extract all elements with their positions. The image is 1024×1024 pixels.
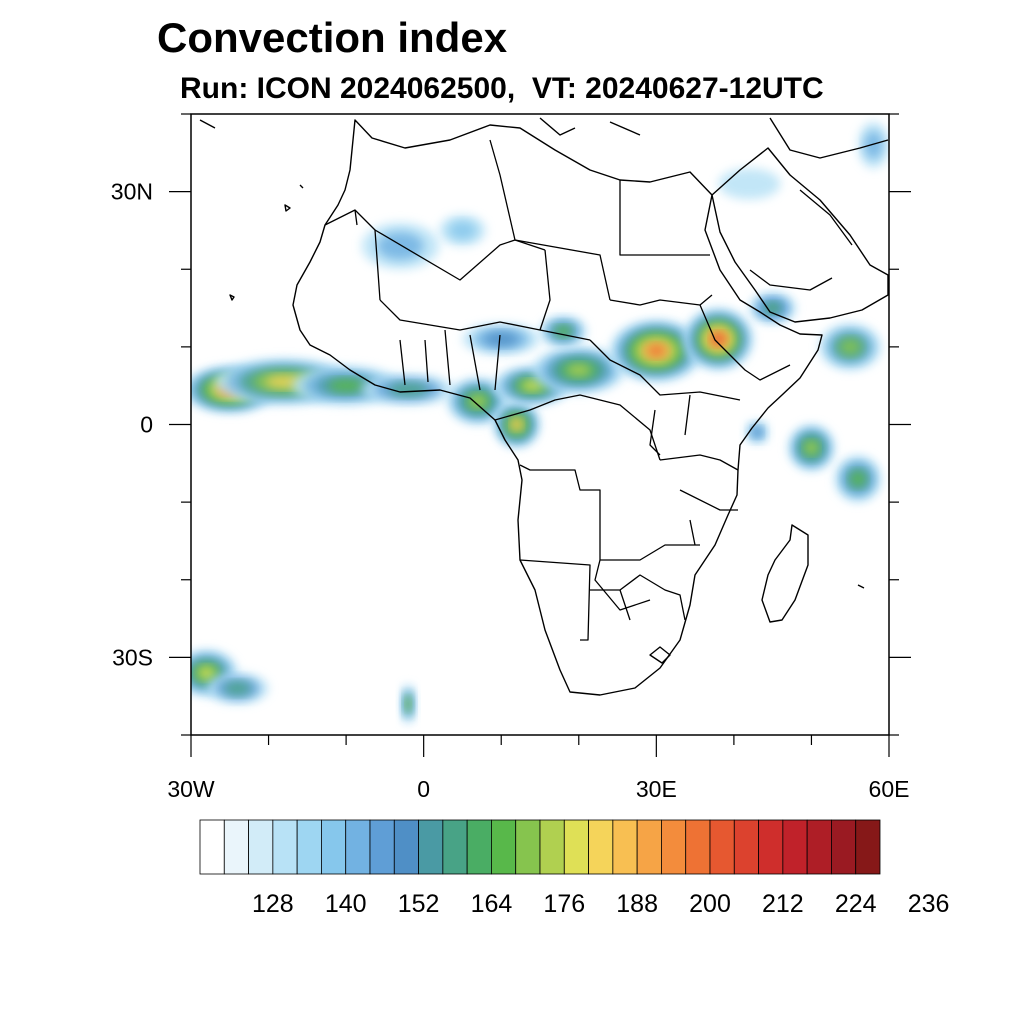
x-tick-label: 60E [869,776,910,802]
africa-coastline [292,119,823,696]
colorbar-swatch [685,819,711,875]
colorbar-swatch [296,819,322,875]
x-tick-label: 0 [417,776,430,802]
colorbar-label: 224 [835,890,877,918]
convection-field [191,121,889,724]
colorbar-swatch [539,819,565,875]
colorbar-swatch [588,819,614,875]
colorbar-label: 164 [471,890,513,918]
axis-ticks [169,113,911,757]
border-egypt-sudan [619,180,710,256]
border-arabia [749,189,853,291]
colorbar-label: 176 [543,890,585,918]
madagascar [761,524,809,623]
colorbar-swatch [709,819,735,875]
axis-labels: 30W 0 30E 60E 30N 0 30S [111,179,910,802]
border-botswana [594,559,651,621]
border-niger-chad [514,239,611,331]
field-blob [469,394,487,408]
field-blob [566,363,592,377]
border-great-lakes [649,394,691,456]
colorbar-swatch [223,819,249,875]
field-blob [850,471,866,487]
colorbar-swatch [345,819,371,875]
colorbar-swatch [393,819,419,875]
colorbar-label: 128 [252,890,294,918]
border-east-africa [659,454,739,471]
border-algeria-libya [489,139,516,241]
border-southern-africa [519,559,686,641]
colorbar: 128 140 152 164 176 188 200 212 224 236 [199,819,950,918]
colorbar-swatch [758,819,784,875]
y-tick-label: 30N [111,179,153,205]
border-central-africa [494,394,661,461]
border-south-sudan [589,339,741,401]
colorbar-swatch [199,819,225,875]
colorbar-label: 152 [398,890,440,918]
border-sahel [379,299,591,341]
field-blob [484,332,518,346]
field-blob [448,221,477,240]
colorbar-label: 236 [908,890,950,918]
colorbar-swatch [661,819,687,875]
colorbar-label: 200 [689,890,731,918]
border-drc-angola [519,464,700,561]
colorbar-swatch [466,819,492,875]
border-west-africa [399,329,501,391]
plot-title: Convection index [157,14,508,61]
colorbar-swatch [491,819,517,875]
field-blob [405,697,411,711]
field-blob [711,332,726,346]
colorbar-swatch [636,819,662,875]
y-tick-label: 30S [112,644,153,670]
colorbar-swatch [418,819,444,875]
colorbar-swatch [321,819,347,875]
colorbar-swatch [831,819,857,875]
europe-coast [199,117,889,159]
islands [229,184,865,664]
colorbar-swatch [369,819,395,875]
border-tanzania [679,489,738,546]
colorbar-swatch [806,819,832,875]
colorbar-swatch [733,819,759,875]
border-algeria-mali [354,209,546,281]
x-tick-label: 30E [636,776,677,802]
field-blob [839,339,861,355]
colorbar-swatch [612,819,638,875]
plot-subtitle: Run: ICON 2024062500, VT: 20240627-12UTC [180,72,824,105]
colorbar-swatch [855,819,881,875]
colorbar-label: 212 [762,890,804,918]
field-blob [224,681,251,696]
field-blob [198,666,215,680]
field-blob [718,168,781,200]
field-blob [805,441,818,455]
colorbar-swatch [515,819,541,875]
y-tick-label: 0 [140,412,153,438]
field-blob [647,344,666,357]
border-ethiopia [699,304,791,381]
colorbar-swatch [248,819,274,875]
country-borders [324,139,853,641]
border-sudan [609,294,713,306]
field-blob [388,382,429,397]
field-blob [511,419,523,430]
colorbar-swatch [272,819,298,875]
coastlines [199,117,889,696]
colorbar-swatch [563,819,589,875]
field-blob [864,131,883,160]
arabia-coast [711,147,889,323]
field-blob [377,231,424,260]
field-blob [521,380,543,391]
colorbar-label: 140 [325,890,367,918]
colorbar-swatch [782,819,808,875]
x-tick-label: 30W [167,776,215,802]
field-blob [328,379,365,393]
field-blob [752,427,763,438]
border-mauritania [324,209,381,301]
colorbar-swatch [442,819,468,875]
colorbar-label: 188 [616,890,658,918]
